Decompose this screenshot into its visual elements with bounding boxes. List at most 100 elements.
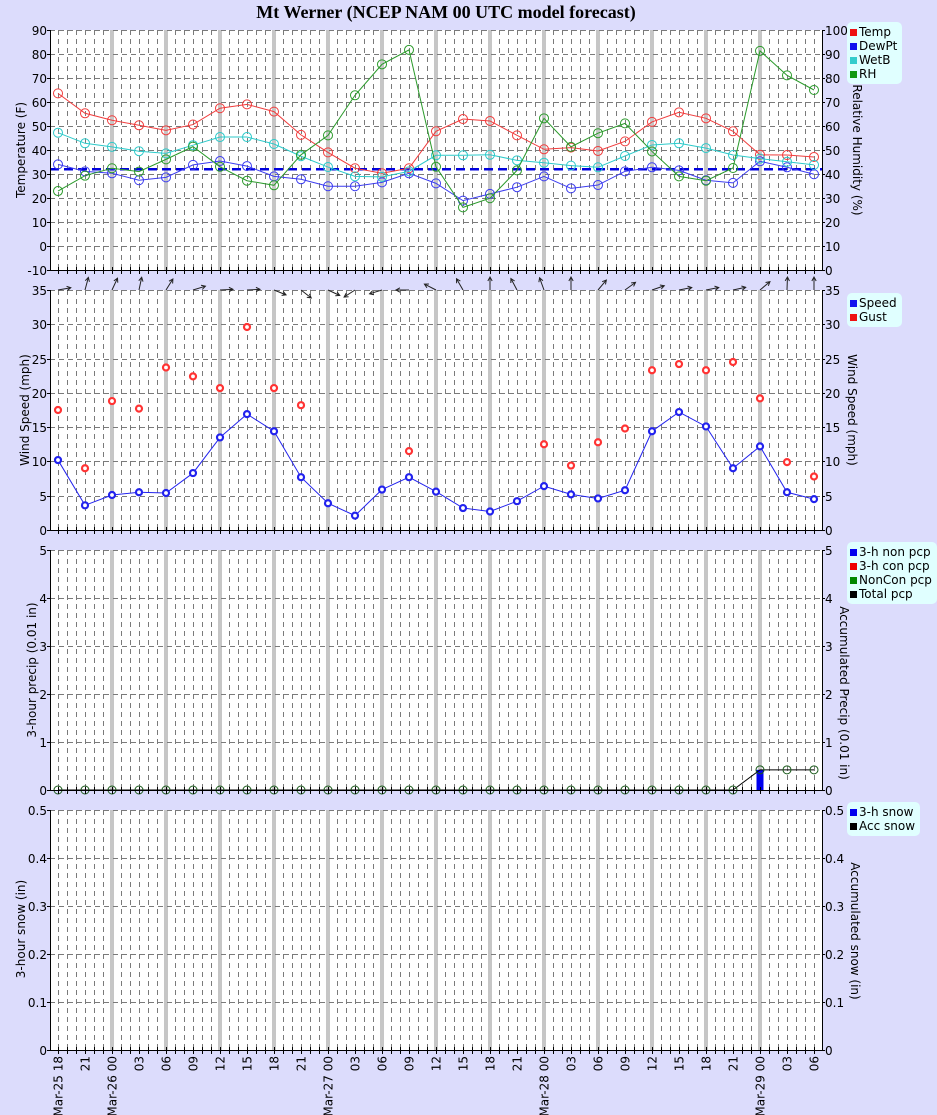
grid: [50, 30, 822, 271]
y2-tick-label: 10: [825, 455, 840, 469]
data-point: [323, 147, 333, 158]
data-point: [701, 175, 711, 186]
data-point: [620, 486, 630, 495]
legend-label: Temp: [859, 25, 891, 39]
legend-label: WetB: [859, 53, 891, 67]
data-point: [620, 151, 630, 161]
wind-arrow-icon: [423, 283, 437, 291]
y2-tick-label: 10: [825, 240, 840, 254]
y2-tick-label: 0.5: [825, 804, 844, 818]
y2-tick-label: 5: [825, 490, 833, 504]
synoptic-hour-line: [164, 550, 168, 790]
x-tick-label: 03: [781, 1056, 795, 1071]
y-tick-label: 35: [32, 284, 47, 298]
data-point: [755, 45, 765, 56]
data-point: [674, 165, 684, 176]
x-tick-label: 21: [79, 1056, 93, 1071]
x-tick-label: Mar-25 18: [52, 1056, 66, 1115]
x-tick-label: 09: [619, 1056, 633, 1071]
data-point: [107, 141, 117, 152]
data-point: [323, 499, 333, 508]
wind-arrow-icon: [784, 275, 790, 291]
data-point: [593, 180, 603, 191]
data-point: [458, 503, 468, 513]
temperature-legend: Temp DewPt WetB RH: [847, 22, 903, 84]
synoptic-hour-line: [110, 550, 114, 790]
wind-arrow-icon: [538, 276, 545, 291]
data-point: [485, 149, 495, 160]
wind-arrow-icon: [57, 285, 72, 291]
y2-tick-label: 0: [825, 524, 833, 538]
wind-arrow-icon: [273, 289, 288, 296]
synoptic-hour-line: [326, 30, 330, 270]
series-rh: [53, 44, 819, 213]
x-tick-label: Mar-29 00: [754, 1056, 768, 1115]
wind-arrow-icon: [597, 279, 608, 291]
data-point: [161, 172, 171, 183]
y2-tick-label: 1: [825, 736, 833, 750]
data-point: [728, 163, 738, 173]
axes: [47, 810, 825, 1054]
y-tick-label: 20: [32, 387, 47, 401]
y2-tick-label: 60: [825, 120, 840, 134]
synoptic-hour-line: [650, 550, 654, 790]
synoptic-hour-line: [218, 30, 222, 270]
synoptic-hour-line: [218, 550, 222, 790]
wind-arrow-icon: [624, 281, 637, 291]
synoptic-hour-line: [596, 30, 600, 270]
data-point: [107, 490, 117, 500]
data-point: [53, 88, 63, 99]
y2-tick-label: 90: [825, 48, 840, 62]
x-tick-label: 18: [700, 1056, 714, 1071]
wind-arrow-icon: [246, 286, 262, 293]
y2-tick-label: 0.3: [825, 900, 844, 914]
legend-item-temp: Temp: [850, 25, 897, 39]
y2-tick-label: 0: [825, 1044, 833, 1058]
wind-arrow-icon: [327, 289, 341, 297]
data-point: [188, 141, 198, 152]
precip-chart-panel: 0 1 2 3 4 5 0 1 2 3 4 5: [39, 544, 832, 798]
data-point: [134, 166, 144, 177]
data-point: [809, 151, 819, 162]
data-point: [161, 154, 171, 165]
x-tick-label: 06: [808, 1056, 822, 1071]
data-point: [539, 171, 549, 182]
legend-item-total-pcp: Total pcp: [850, 587, 932, 601]
data-point: [431, 126, 441, 137]
wind-speed-axis-title-left: Wind Speed (mph): [18, 354, 32, 466]
data-point: [512, 130, 522, 141]
y2-tick-label: 0: [825, 784, 833, 798]
synoptic-hour-line: [542, 290, 546, 530]
data-point: [134, 146, 144, 157]
temperature-chart-panel: -10 0 10 20 30 40 50 60 70 80 90 0 10 20 30 40 50 60 70 80 9…: [27, 24, 848, 278]
data-point: [701, 422, 711, 431]
wind-arrow-icon: [343, 289, 356, 298]
wind-arrow-icon: [192, 284, 207, 291]
x-tick-label: 21: [511, 1056, 525, 1071]
wind-legend: Speed Gust: [847, 293, 902, 327]
data-point: [539, 157, 549, 168]
synoptic-hour-line: [218, 810, 222, 1050]
data-point: [53, 186, 63, 197]
synoptic-hour-line: [758, 550, 762, 790]
x-tick-label: Mar-26 00: [106, 1056, 120, 1115]
legend-item-wetb: WetB: [850, 53, 897, 67]
data-point: [566, 183, 576, 194]
temperature-axis-title: Temperature (F): [14, 101, 28, 199]
x-tick-label: 09: [187, 1056, 201, 1071]
data-point: [242, 322, 252, 332]
data-point: [80, 138, 90, 149]
data-point: [782, 150, 792, 161]
synoptic-hour-line: [380, 810, 384, 1050]
synoptic-hour-line: [110, 810, 114, 1050]
data-point: [755, 149, 765, 160]
series-dewpt: [53, 156, 819, 206]
speed-swatch-icon: [850, 299, 857, 307]
x-tick-label: Mar-27 00: [322, 1056, 336, 1115]
data-point: [512, 155, 522, 166]
series-wetb: [53, 127, 819, 182]
legend-item-speed: Speed: [850, 296, 897, 310]
synoptic-hour-line: [542, 550, 546, 790]
y-tick-label: 0.3: [28, 900, 47, 914]
